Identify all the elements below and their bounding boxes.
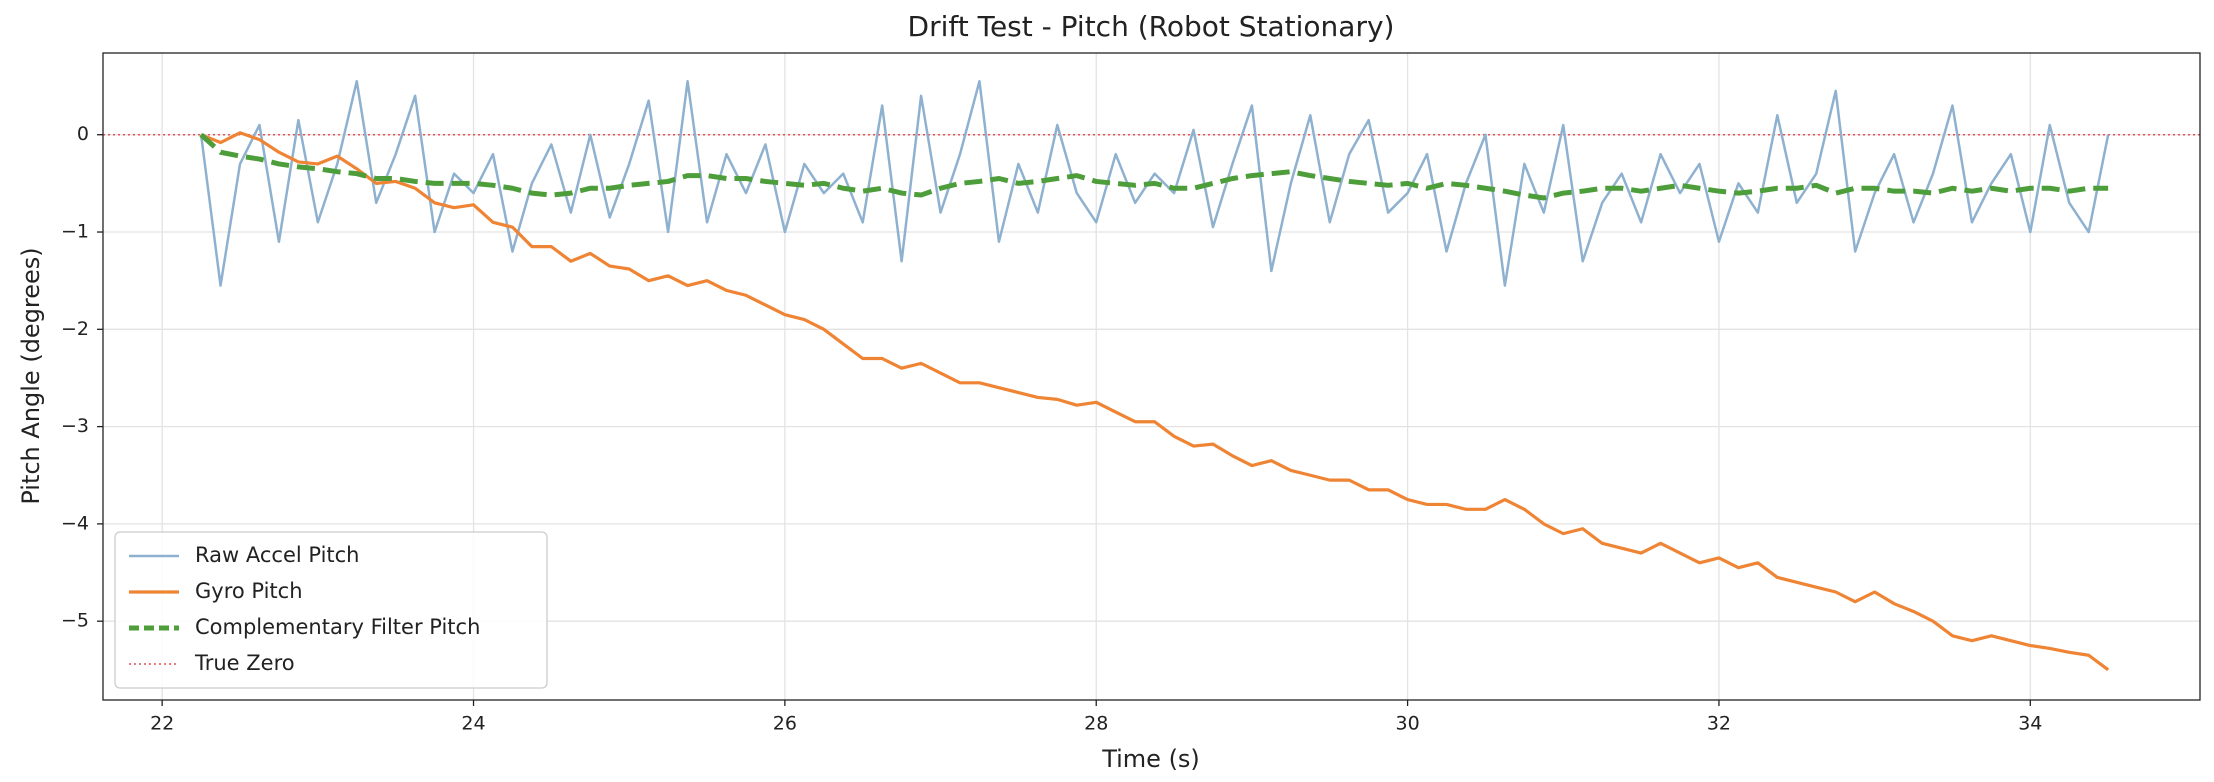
data-line — [199, 132, 2109, 201]
y-tick-label: 0 — [77, 123, 89, 145]
legend-box — [114, 531, 548, 689]
x-tick-label: 28 — [1084, 713, 1108, 735]
y-axis-label: Pitch Angle (degrees) — [17, 247, 45, 504]
plot-frame — [102, 52, 2201, 701]
y-tick-label: −5 — [61, 610, 89, 632]
y-tick-label: −1 — [61, 221, 89, 243]
legend-label: Raw Accel Pitch — [195, 543, 360, 567]
y-tick-label: −4 — [61, 512, 89, 534]
legend-label: True Zero — [194, 651, 295, 675]
x-tick-label: 22 — [150, 713, 174, 735]
x-tick-label: 24 — [461, 713, 485, 735]
x-tick-label: 26 — [773, 713, 797, 735]
legend-label: Complementary Filter Pitch — [195, 615, 480, 639]
y-tick-label: −3 — [61, 415, 89, 437]
legend-label: Gyro Pitch — [195, 579, 303, 603]
y-tick-label: −2 — [61, 318, 89, 340]
x-axis-label: Time (s) — [1101, 745, 1200, 773]
data-line — [199, 79, 2110, 287]
chart-title: Drift Test - Pitch (Robot Stationary) — [908, 10, 1395, 43]
x-tick-label: 34 — [2018, 713, 2042, 735]
x-tick-label: 32 — [1707, 713, 1731, 735]
x-tick-label: 30 — [1395, 713, 1419, 735]
data-line — [200, 131, 2110, 672]
